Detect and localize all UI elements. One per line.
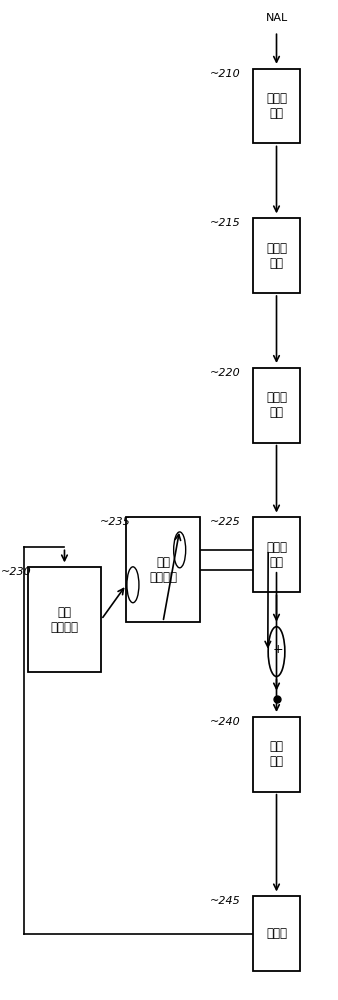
Text: ~235: ~235 — [99, 517, 130, 527]
Text: +: + — [272, 643, 283, 656]
Text: 熵解码
模块: 熵解码 模块 — [266, 92, 287, 120]
Text: ~225: ~225 — [210, 517, 240, 527]
FancyBboxPatch shape — [253, 69, 300, 143]
Text: ~220: ~220 — [210, 368, 240, 378]
FancyBboxPatch shape — [126, 517, 200, 622]
Text: ~215: ~215 — [210, 218, 240, 228]
Text: 重排列
模块: 重排列 模块 — [266, 242, 287, 270]
Text: ~210: ~210 — [210, 69, 240, 79]
FancyBboxPatch shape — [253, 717, 300, 792]
Text: ~245: ~245 — [210, 896, 240, 906]
FancyBboxPatch shape — [253, 896, 300, 971]
FancyBboxPatch shape — [253, 218, 300, 293]
FancyBboxPatch shape — [28, 567, 101, 672]
Text: ~230: ~230 — [1, 567, 32, 577]
Text: 滤波
模块: 滤波 模块 — [269, 740, 284, 768]
Text: 存储器: 存储器 — [266, 927, 287, 940]
FancyBboxPatch shape — [253, 368, 300, 443]
Text: ~240: ~240 — [210, 717, 240, 727]
Text: 去量化
模块: 去量化 模块 — [266, 391, 287, 419]
FancyBboxPatch shape — [253, 517, 300, 592]
Text: NAL: NAL — [265, 13, 288, 23]
Text: 帧内
预测模块: 帧内 预测模块 — [149, 556, 177, 584]
Text: 逆变换
模块: 逆变换 模块 — [266, 541, 287, 569]
Text: 帧间
预测模块: 帧间 预测模块 — [50, 606, 78, 634]
